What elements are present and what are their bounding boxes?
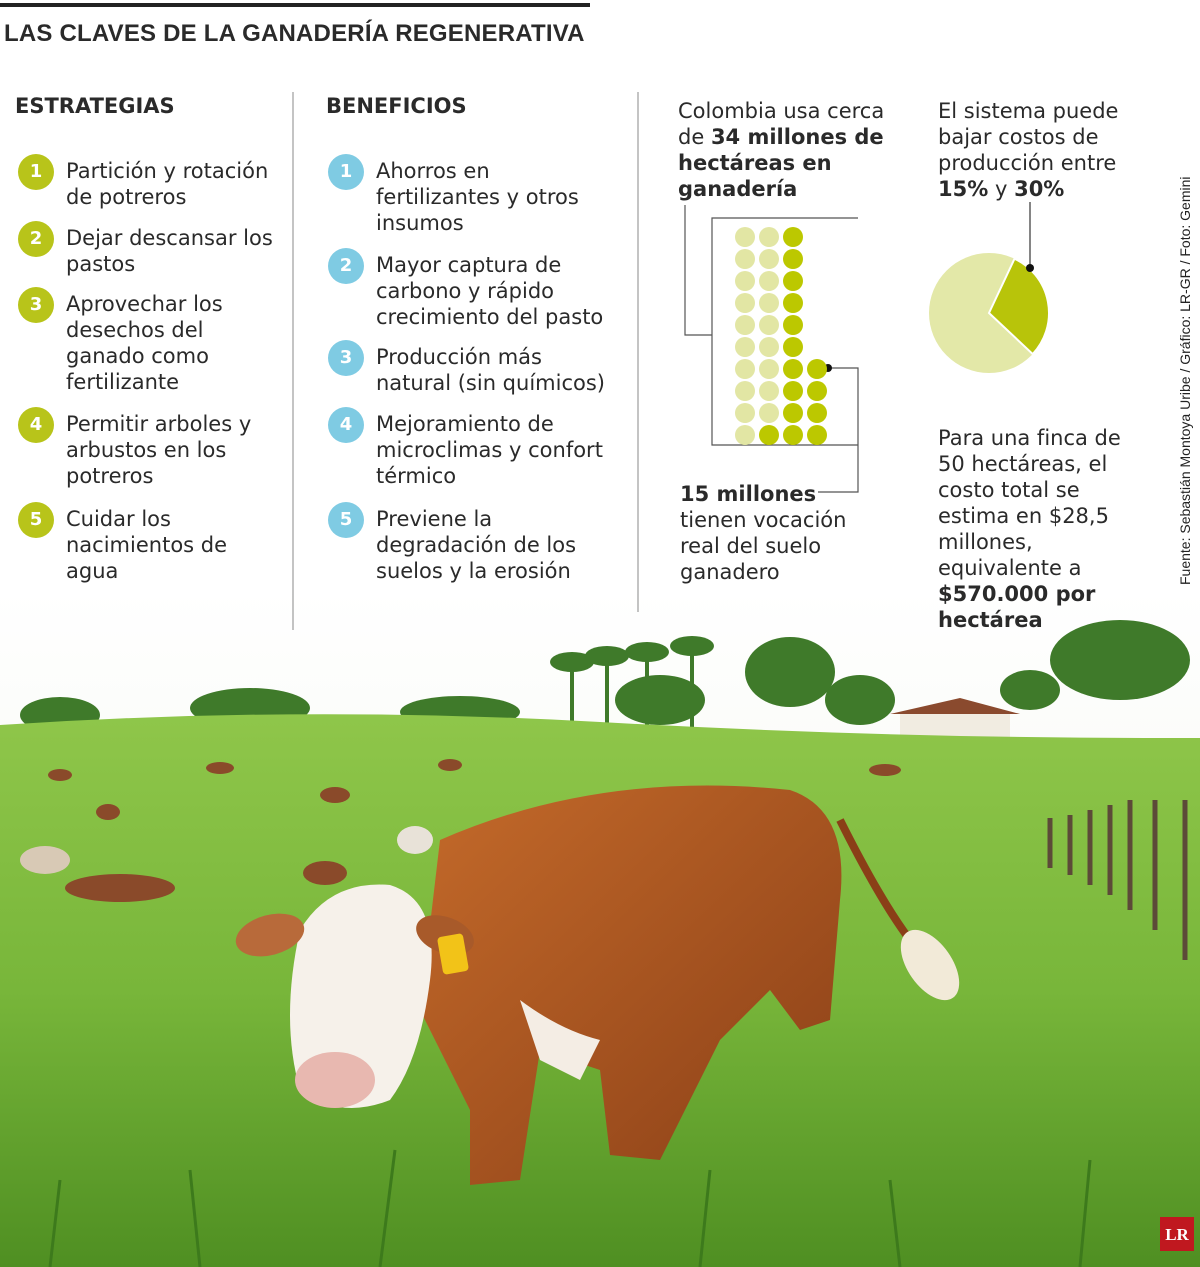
item-number: 3 (328, 340, 364, 376)
grass-blades (48, 1149, 1092, 1267)
dot (759, 271, 779, 291)
item-number: 2 (18, 221, 54, 257)
dot (735, 315, 755, 335)
item-number: 4 (328, 407, 364, 443)
item-text: Permitir arboles y arbustos en los potre… (66, 412, 252, 488)
item-number: 1 (18, 154, 54, 190)
item-text: Producción más natural (sin químicos) (376, 345, 605, 395)
dot (783, 425, 803, 445)
dot (807, 403, 827, 423)
marker (1026, 264, 1034, 272)
dot (783, 271, 803, 291)
stat-text: y (994, 177, 1008, 201)
dot (783, 337, 803, 357)
stat-text: El sistema puede bajar costos de producc… (938, 99, 1119, 175)
item-text: Mejoramiento de microclimas y confort té… (376, 412, 603, 488)
list-item: 4 Permitir arboles y arbustos en los potr… (18, 407, 281, 489)
list-item: 2 Dejar descansar los pastos (18, 221, 281, 277)
dot (759, 293, 779, 313)
list-item: 4 Mejoramiento de microclimas y confort t… (328, 407, 616, 489)
stat-highlight: $570.000 por hectárea (938, 582, 1096, 632)
logo: LR (1165, 1225, 1189, 1244)
item-text: Cuidar los nacimientos de agua (66, 507, 228, 583)
item-text: Aprovechar los desechos del ganado como … (66, 292, 223, 394)
pie (929, 202, 1050, 373)
dot (783, 227, 803, 247)
title: LAS CLAVES DE LA GANADERÍA REGENERATIVA (4, 20, 585, 47)
list-item: 5 Cuidar los nacimientos de agua (18, 502, 281, 584)
stat-text: Para una finca de 50 hectáreas, el costo… (938, 426, 1121, 580)
dot (735, 249, 755, 269)
list-item: 1 Partición y rotación de potreros (18, 154, 281, 210)
dot (759, 425, 779, 445)
logo-box (1160, 1217, 1194, 1251)
credits: Fuente: Sebastián Montoya Uribe / Gráfic… (1177, 176, 1193, 585)
waffle-frame (684, 205, 859, 493)
list-item: 5 Previene la degradación de los suelos y… (328, 502, 616, 584)
dot (735, 337, 755, 357)
cost-stat: El sistema puede bajar costos de producc… (938, 98, 1138, 202)
farm-stat: Para una finca de 50 hectáreas, el costo… (938, 425, 1138, 633)
list-item: 3 Producción más natural (sin químicos) (328, 340, 616, 396)
stat-text: tienen vocación real del suelo ganadero (680, 508, 847, 584)
land-stat: Colombia usa cerca de 34 millones de hec… (678, 98, 893, 202)
dot (759, 315, 779, 335)
item-number: 1 (328, 154, 364, 190)
list-item: 3 Aprovechar los desechos del ganado como… (18, 287, 281, 395)
dot (807, 381, 827, 401)
dot (735, 359, 755, 379)
item-text: Ahorros en fertilizantes y otros insumos (376, 159, 579, 235)
item-text: Partición y rotación de potreros (66, 159, 269, 209)
dot (759, 381, 779, 401)
trees (20, 620, 1190, 733)
item-number: 5 (18, 502, 54, 538)
dot (807, 359, 827, 379)
stat-highlight: 30% (1014, 177, 1065, 201)
item-number: 3 (18, 287, 54, 323)
dot (759, 227, 779, 247)
item-number: 2 (328, 248, 364, 284)
list-item: 2 Mayor captura de carbono y rápido creci… (328, 248, 616, 330)
item-text: Dejar descansar los pastos (66, 226, 273, 276)
dot (735, 271, 755, 291)
heading: ESTRATEGIAS (15, 94, 175, 118)
dot (783, 315, 803, 335)
stat-highlight: 15 millones (680, 482, 817, 506)
dot (783, 359, 803, 379)
herd (20, 759, 901, 902)
dot (783, 381, 803, 401)
dot (735, 293, 755, 313)
dot (735, 381, 755, 401)
dot (735, 425, 755, 445)
dot (783, 403, 803, 423)
dot (759, 403, 779, 423)
pie-slice (987, 257, 1050, 356)
item-number: 4 (18, 407, 54, 443)
stat-highlight: 34 millones de hectáreas en ganadería (678, 125, 884, 201)
heading: BENEFICIOS (326, 94, 467, 118)
stat-highlight: 15% (938, 177, 989, 201)
dot (807, 425, 827, 445)
dot (759, 249, 779, 269)
item-text: Mayor captura de carbono y rápido crecim… (376, 253, 604, 329)
item-number: 5 (328, 502, 364, 538)
waffle (735, 227, 827, 445)
suitable-stat: 15 millones tienen vocación real del sue… (680, 481, 860, 585)
item-text: Previene la degradación de los suelos y … (376, 507, 577, 583)
dot (735, 403, 755, 423)
list-item: 1 Ahorros en fertilizantes y otros insumo… (328, 154, 616, 236)
fence (1047, 800, 1188, 960)
dot (735, 227, 755, 247)
dot (783, 293, 803, 313)
farmhouse (890, 698, 1020, 737)
dot (759, 337, 779, 357)
cow (235, 785, 960, 1185)
stat-text: Colombia usa cerca de (678, 99, 885, 149)
dot (759, 359, 779, 379)
dot (783, 249, 803, 269)
